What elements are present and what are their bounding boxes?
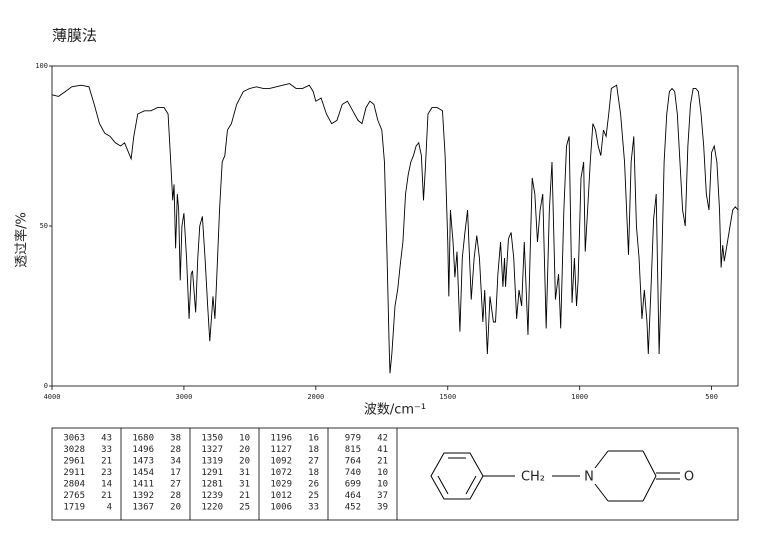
peak-transmittance: 42 xyxy=(377,434,388,444)
peak-wavenumber: 764 xyxy=(345,457,361,467)
peak-wavenumber: 740 xyxy=(345,468,361,478)
x-axis-label: 波数/cm⁻¹ xyxy=(364,403,426,418)
peak-transmittance: 33 xyxy=(308,503,319,513)
peak-wavenumber: 1029 xyxy=(270,480,292,490)
peak-wavenumber: 1281 xyxy=(201,480,223,490)
peak-wavenumber: 452 xyxy=(345,503,361,513)
peak-transmittance: 43 xyxy=(101,434,112,444)
peak-transmittance: 23 xyxy=(101,468,112,478)
peak-transmittance: 25 xyxy=(239,503,250,513)
peak-wavenumber: 699 xyxy=(345,480,361,490)
structure-label: CH₂ xyxy=(521,470,545,485)
peak-transmittance: 18 xyxy=(308,445,319,455)
peak-wavenumber: 1350 xyxy=(201,434,223,444)
peak-transmittance: 21 xyxy=(101,491,112,501)
peak-transmittance: 16 xyxy=(308,434,319,444)
peak-transmittance: 10 xyxy=(377,468,388,478)
peak-wavenumber: 1220 xyxy=(201,503,223,513)
peak-transmittance: 27 xyxy=(170,480,181,490)
peak-wavenumber: 3063 xyxy=(63,434,85,444)
peak-wavenumber: 1392 xyxy=(132,491,154,501)
peak-transmittance: 21 xyxy=(377,457,388,467)
peak-wavenumber: 1239 xyxy=(201,491,223,501)
peak-wavenumber: 2961 xyxy=(63,457,85,467)
peak-transmittance: 31 xyxy=(239,468,250,478)
peak-transmittance: 26 xyxy=(308,480,319,490)
peak-transmittance: 25 xyxy=(308,491,319,501)
peak-transmittance: 41 xyxy=(377,445,388,455)
peak-transmittance: 37 xyxy=(377,491,388,501)
x-tick-label: 1500 xyxy=(439,393,456,401)
peak-wavenumber: 1473 xyxy=(132,457,154,467)
peak-wavenumber: 1072 xyxy=(270,468,292,478)
y-tick-label: 100 xyxy=(35,62,48,70)
peak-wavenumber: 1496 xyxy=(132,445,154,455)
peak-wavenumber: 1196 xyxy=(270,434,292,444)
peak-transmittance: 10 xyxy=(239,434,250,444)
peak-wavenumber: 1454 xyxy=(132,468,154,478)
peak-transmittance: 33 xyxy=(101,445,112,455)
chart-title: 薄膜法 xyxy=(52,27,97,45)
peak-wavenumber: 2765 xyxy=(63,491,85,501)
x-tick-label: 4000 xyxy=(44,393,61,401)
peak-wavenumber: 1411 xyxy=(132,480,154,490)
peak-wavenumber: 1127 xyxy=(270,445,292,455)
peak-table-frame xyxy=(51,427,739,521)
y-tick-label: 0 xyxy=(44,382,48,390)
peak-transmittance: 20 xyxy=(239,445,250,455)
peak-transmittance: 21 xyxy=(101,457,112,467)
peak-wavenumber: 1291 xyxy=(201,468,223,478)
peak-wavenumber: 1367 xyxy=(132,503,154,513)
peak-wavenumber: 1719 xyxy=(63,503,85,513)
peak-transmittance: 10 xyxy=(377,480,388,490)
peak-transmittance: 17 xyxy=(170,468,181,478)
y-tick-label: 50 xyxy=(40,222,48,230)
spectrum-line xyxy=(51,83,739,374)
peak-transmittance: 20 xyxy=(170,503,181,513)
peak-wavenumber: 2804 xyxy=(63,480,85,490)
structure-label: O xyxy=(684,470,694,485)
peak-transmittance: 14 xyxy=(101,480,112,490)
peak-wavenumber: 1327 xyxy=(201,445,223,455)
peak-wavenumber: 1012 xyxy=(270,491,292,501)
peak-transmittance: 27 xyxy=(308,457,319,467)
peak-wavenumber: 979 xyxy=(345,434,361,444)
peak-wavenumber: 1006 xyxy=(270,503,292,513)
structure-label: N xyxy=(584,470,594,485)
x-tick-label: 3000 xyxy=(175,393,192,401)
peak-transmittance: 21 xyxy=(239,491,250,501)
peak-transmittance: 28 xyxy=(170,445,181,455)
peak-transmittance: 28 xyxy=(170,491,181,501)
table-dividers xyxy=(120,428,398,520)
x-tick-label: 500 xyxy=(705,393,718,401)
peak-transmittance: 34 xyxy=(170,457,181,467)
y-axis-label: 透过率/% xyxy=(14,212,30,268)
peak-transmittance: 38 xyxy=(170,434,181,444)
x-tick-label: 1000 xyxy=(571,393,588,401)
structure xyxy=(430,450,680,502)
peak-transmittance: 18 xyxy=(308,468,319,478)
peak-wavenumber: 3028 xyxy=(63,445,85,455)
peak-transmittance: 20 xyxy=(239,457,250,467)
peak-wavenumber: 2911 xyxy=(63,468,85,478)
peak-wavenumber: 1092 xyxy=(270,457,292,467)
peak-wavenumber: 815 xyxy=(345,445,361,455)
peak-wavenumber: 1319 xyxy=(201,457,223,467)
peak-wavenumber: 464 xyxy=(345,491,361,501)
plot-frame xyxy=(51,65,739,387)
peak-transmittance: 31 xyxy=(239,480,250,490)
peak-wavenumber: 1680 xyxy=(132,434,154,444)
x-tick-label: 2000 xyxy=(307,393,324,401)
peak-transmittance: 4 xyxy=(107,503,112,513)
peak-transmittance: 39 xyxy=(377,503,388,513)
